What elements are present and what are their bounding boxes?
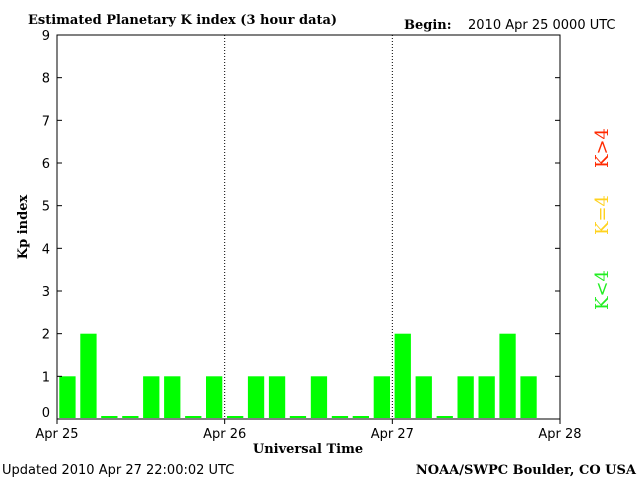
bar-14 [352,416,369,418]
bar-3 [122,416,139,418]
credit-text: NOAA/SWPC Boulder, CO USA [416,463,637,478]
plot-grid [224,35,393,419]
y-tick-label-1: 1 [42,370,50,385]
x-tick-label-0: Apr 25 [35,427,78,442]
bar-17 [415,376,432,418]
y-tick-label-3: 3 [42,285,50,300]
y-tick-label-2: 2 [42,328,50,343]
x-tick-label-2: Apr 27 [371,427,414,442]
y-tick-label-7: 7 [42,114,50,129]
begin-value: 2010 Apr 25 0000 UTC [468,18,616,33]
y-tick-label-9: 9 [42,29,50,44]
bar-8 [227,416,244,418]
bar-19 [457,376,474,418]
updated-label-text: Updated [2,463,57,478]
bar-18 [436,416,453,418]
y-tick-label-6: 6 [42,157,50,172]
bar-10 [268,376,286,418]
bar-0 [59,376,76,418]
bar-1 [80,333,97,418]
bar-22 [520,376,537,418]
chart-title: Estimated Planetary K index (3 hour data… [28,13,337,28]
plot-frame [56,34,561,420]
bar-15 [373,376,390,418]
y-axis-label: Kp index [16,195,31,260]
bar-16 [394,333,411,418]
bar-21 [499,333,516,418]
y-tick-label-5: 5 [42,200,50,215]
begin-label: Begin: [404,18,452,33]
bar-13 [331,416,349,418]
y-axis-ticks: 0 1 2 3 4 5 6 7 8 9 [42,29,560,421]
x-axis-label: Universal Time [253,442,363,457]
y-tick-label-8: 8 [42,72,50,87]
bar-11 [289,416,307,418]
legend-item-k-less-4: K<4 [592,270,613,310]
bar-2 [101,416,118,418]
x-axis-ticks: Apr 25 Apr 26 Apr 27 Apr 28 [35,419,582,442]
x-tick-label-1: Apr 26 [203,427,246,442]
bar-6 [185,416,202,418]
bar-5 [164,376,181,418]
y-tick-label-0: 0 [42,406,50,421]
y-tick-label-4: 4 [42,242,50,257]
updated-label: Updated 2010 Apr 27 22:00:02 UTC [2,463,234,478]
bar-9 [247,376,265,418]
legend-item-k-equal-4: K=4 [592,195,613,235]
updated-value: 2010 Apr 27 22:00:02 UTC [61,463,234,478]
legend: K>4 K=4 K<4 [592,128,613,310]
bar-20 [478,376,495,418]
legend-item-k-greater-4: K>4 [592,128,613,168]
bar-4 [143,376,160,418]
bar-12 [310,376,328,418]
x-tick-label-3: Apr 28 [538,427,581,442]
bar-7 [206,376,223,418]
bar-series [59,333,537,418]
